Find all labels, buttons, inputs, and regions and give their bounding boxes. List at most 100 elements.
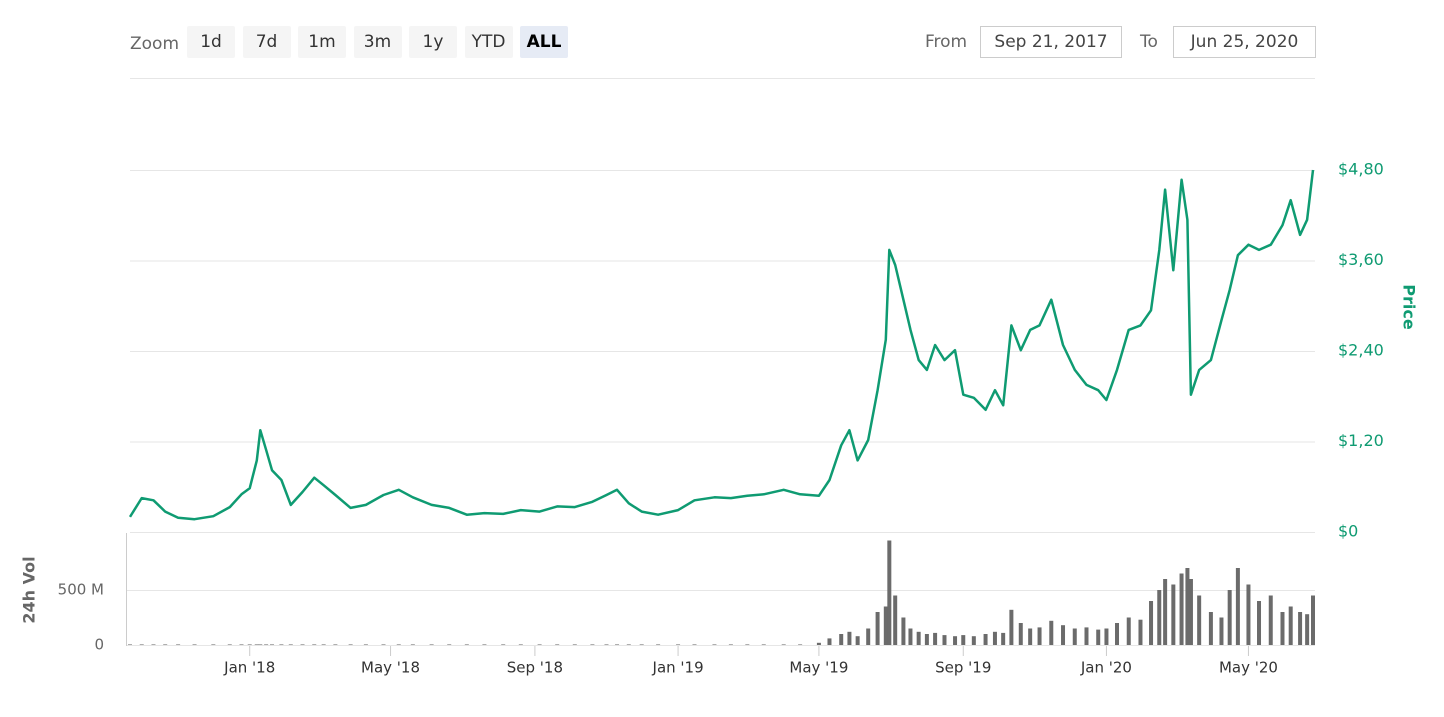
to-date[interactable]: Jun 25, 2020 <box>1173 26 1316 58</box>
volume-bar <box>887 540 892 645</box>
volume-bar <box>875 612 880 645</box>
volume-bar <box>163 644 168 645</box>
volume-bar <box>1305 614 1310 645</box>
volume-bar <box>953 636 958 645</box>
volume-bar <box>1268 595 1273 645</box>
volume-bar <box>1280 612 1285 645</box>
volume-bar <box>626 644 631 645</box>
volume-bar <box>1235 568 1240 645</box>
volume-bar <box>279 644 284 645</box>
volume-bar <box>1096 629 1101 645</box>
volume-bar <box>410 644 415 645</box>
y-tick-label: $3,60 <box>1338 250 1384 269</box>
volume-bar <box>816 642 821 645</box>
volume-bar <box>555 644 560 645</box>
volume-bar <box>258 644 263 645</box>
volume-bar <box>1104 628 1109 645</box>
volume-bar <box>971 636 976 645</box>
y-tick-label: $0 <box>1338 522 1358 541</box>
volume-bar <box>1037 627 1042 645</box>
volume-bar <box>1185 568 1190 645</box>
volume-bar <box>288 644 293 645</box>
x-tick-label: Jan '19 <box>652 659 704 677</box>
volume-bar <box>827 638 832 645</box>
price-line <box>128 169 1315 521</box>
volume-bar <box>942 635 947 645</box>
volume-bar <box>847 631 852 645</box>
zoom-button[interactable]: 1d <box>187 26 235 58</box>
volume-bar <box>1072 628 1077 645</box>
volume-bar <box>1001 632 1006 645</box>
x-tick-label: May '18 <box>361 659 420 677</box>
volume-bar <box>1288 606 1293 645</box>
volume-bar <box>270 644 275 645</box>
volume-bar <box>192 644 197 645</box>
volume-bar <box>1163 579 1168 645</box>
volume-bar <box>676 644 681 645</box>
volume-bar <box>1009 609 1014 645</box>
volume-bar <box>1298 612 1303 645</box>
volume-bar <box>464 644 469 645</box>
y-tick-label: 0 <box>94 636 104 654</box>
volume-bar <box>1227 590 1232 645</box>
to-label: To <box>1140 32 1158 52</box>
zoom-button[interactable]: 7d <box>242 26 291 58</box>
volume-bar <box>1084 627 1089 645</box>
volume-bar <box>916 631 921 645</box>
volume-bar <box>1018 623 1023 645</box>
volume-bar <box>1246 584 1251 645</box>
from-label: From <box>925 32 968 52</box>
zoom-button[interactable]: 1m <box>298 26 346 58</box>
volume-bar <box>901 617 906 645</box>
price-axis-title: Price <box>1400 284 1419 330</box>
volume-bar <box>1188 579 1193 645</box>
volume-bar <box>866 628 871 645</box>
volume-bar <box>712 644 717 645</box>
volume-bar <box>1149 601 1154 645</box>
volume-bar <box>992 631 997 645</box>
volume-bar <box>590 644 595 645</box>
volume-bar <box>1311 595 1315 645</box>
y-tick-label: $1,20 <box>1338 431 1384 450</box>
volume-bar <box>227 644 232 645</box>
volume-bar <box>1197 595 1202 645</box>
from-date[interactable]: Sep 21, 2017 <box>980 26 1122 58</box>
x-tick-label: Sep '18 <box>507 659 563 677</box>
volume-bar <box>254 644 259 645</box>
zoom-button[interactable]: 3m <box>353 26 402 58</box>
volume-bar <box>264 644 269 645</box>
volume-bar <box>1157 590 1162 645</box>
volume-bar <box>1126 617 1131 645</box>
volume-bar <box>893 595 898 645</box>
volume-bar <box>839 634 844 645</box>
volume-bar <box>139 644 144 645</box>
volume-bar <box>728 644 733 645</box>
volume-bar <box>363 644 368 645</box>
volume-bar <box>1179 573 1184 645</box>
zoom-button[interactable]: ALL <box>520 26 568 58</box>
volume-bar <box>798 644 803 645</box>
zoom-button[interactable]: 1y <box>409 26 457 58</box>
volume-bar <box>239 644 244 645</box>
volume-bar <box>1049 620 1054 645</box>
y-tick-label: 500 M <box>58 581 104 599</box>
volume-bar <box>908 628 913 645</box>
volume-bar <box>639 644 644 645</box>
volume-bar <box>429 644 434 645</box>
zoom-button[interactable]: YTD <box>464 26 513 58</box>
volume-bar <box>128 644 132 645</box>
volume-bar <box>211 644 216 645</box>
volume-bar <box>761 644 766 645</box>
volume-bar <box>604 644 609 645</box>
y-tick-label: $2,40 <box>1338 341 1384 360</box>
volume-bar <box>781 644 786 645</box>
volume-bar <box>537 644 542 645</box>
volume-bar <box>656 644 661 645</box>
volume-bar <box>983 634 988 645</box>
volume-bar <box>176 644 181 645</box>
x-tick-label: May '19 <box>789 659 848 677</box>
zoom-label: Zoom <box>130 34 180 54</box>
volume-bar <box>1138 619 1143 645</box>
volume-bar <box>396 644 401 645</box>
